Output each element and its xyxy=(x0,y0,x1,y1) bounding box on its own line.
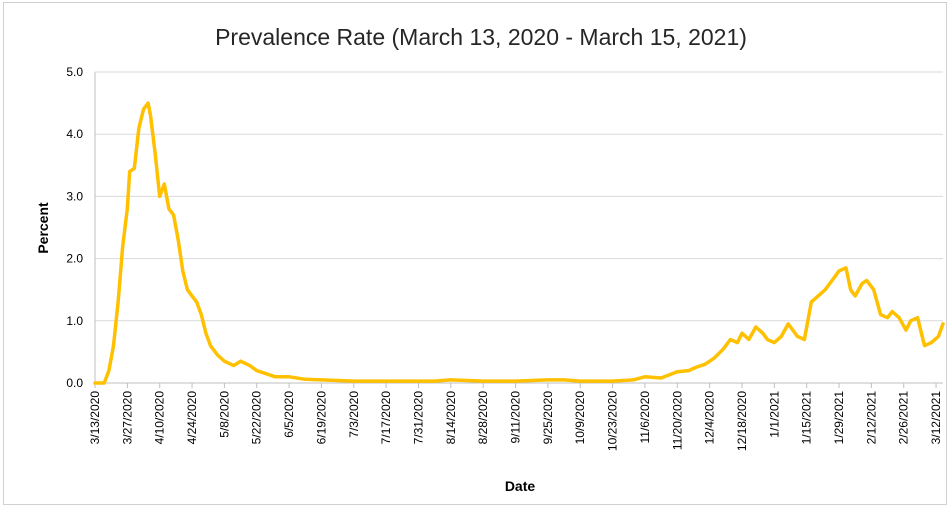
x-tick-label: 7/17/2020 xyxy=(379,391,393,445)
x-tick-label: 11/6/2020 xyxy=(638,391,652,444)
x-tick-label: 4/10/2020 xyxy=(153,391,167,445)
x-tick-labels: 3/13/2020 3/27/2020 4/10/2020 4/24/2020 5/8/… xyxy=(88,391,943,451)
x-tick-label: 11/20/2020 xyxy=(670,391,684,450)
x-tick-label: 10/23/2020 xyxy=(606,391,620,451)
x-tick-label: 2/26/2021 xyxy=(897,391,911,445)
x-tick-label: 1/15/2021 xyxy=(800,391,814,445)
x-tick-label: 8/14/2020 xyxy=(444,391,458,445)
y-axis-title: Percent xyxy=(35,202,51,254)
gridlines xyxy=(95,71,943,322)
x-tick-label: 6/19/2020 xyxy=(314,391,328,445)
x-tick-label: 4/24/2020 xyxy=(185,391,199,445)
x-tick-label: 10/9/2020 xyxy=(573,391,587,445)
x-tick-label: 2/12/2021 xyxy=(864,391,878,445)
y-tick-label: 5.0 xyxy=(66,65,83,79)
x-tick-label: 9/11/2020 xyxy=(509,391,523,444)
x-tick-label: 9/25/2020 xyxy=(541,391,555,445)
x-tick-label: 3/27/2020 xyxy=(120,391,134,445)
x-tick-label: 3/12/2021 xyxy=(929,391,943,445)
chart-title: Prevalence Rate (March 13, 2020 - March … xyxy=(215,24,747,50)
axes xyxy=(94,72,943,388)
prevalence-series-line xyxy=(93,101,945,385)
x-tick-label: 1/29/2021 xyxy=(832,391,846,445)
x-tick-label: 12/18/2020 xyxy=(735,391,749,451)
y-tick-labels: 0.0 1.0 2.0 3.0 4.0 5.0 xyxy=(66,65,83,390)
x-tick-label: 5/8/2020 xyxy=(217,391,231,438)
chart-frame xyxy=(3,2,947,505)
y-tick-label: 0.0 xyxy=(66,376,83,390)
y-tick-label: 3.0 xyxy=(66,189,83,203)
x-tick-label: 1/1/2021 xyxy=(767,391,781,438)
x-tick-label: 3/13/2020 xyxy=(88,391,102,445)
x-tick-label: 12/4/2020 xyxy=(703,391,717,445)
y-tick-label: 2.0 xyxy=(66,252,83,266)
x-axis-title: Date xyxy=(505,478,536,494)
x-tick-label: 7/3/2020 xyxy=(347,391,361,438)
x-tick-label: 8/28/2020 xyxy=(476,391,490,445)
x-tick-label: 7/31/2020 xyxy=(411,391,425,445)
x-tick-label: 5/22/2020 xyxy=(250,391,264,445)
series-group xyxy=(93,101,945,385)
y-tick-label: 1.0 xyxy=(66,314,83,328)
y-tick-label: 4.0 xyxy=(66,127,83,141)
x-tick-label: 6/5/2020 xyxy=(282,391,296,438)
